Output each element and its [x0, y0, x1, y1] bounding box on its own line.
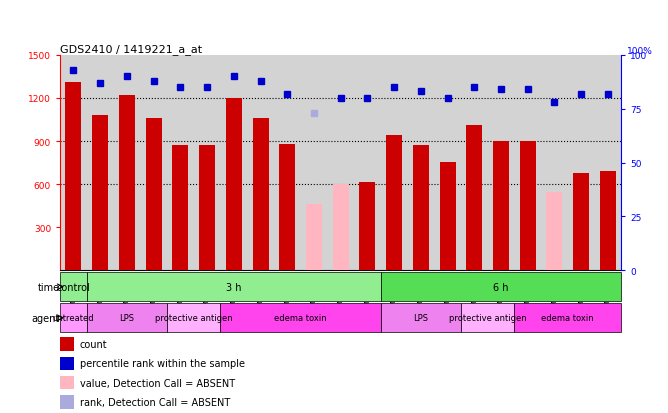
Text: GDS2410 / 1419221_a_at: GDS2410 / 1419221_a_at: [60, 44, 202, 55]
Text: time: time: [38, 282, 60, 292]
Bar: [87, 273, 381, 301]
Bar: [520, 142, 536, 271]
Bar: [461, 304, 514, 332]
Bar: [279, 145, 295, 271]
Bar: [65, 83, 81, 271]
Text: LPS: LPS: [120, 313, 134, 323]
Bar: [381, 273, 621, 301]
Bar: [146, 119, 162, 271]
Bar: [253, 119, 269, 271]
Bar: [359, 183, 375, 271]
Bar: [172, 146, 188, 271]
Bar: [167, 304, 220, 332]
Text: 100%: 100%: [627, 47, 653, 56]
Text: 6 h: 6 h: [493, 282, 509, 292]
Bar: [600, 172, 616, 271]
Text: untreated: untreated: [53, 313, 94, 323]
Bar: [60, 376, 74, 389]
Text: protective antigen: protective antigen: [155, 313, 232, 323]
Text: rank, Detection Call = ABSENT: rank, Detection Call = ABSENT: [79, 397, 230, 407]
Bar: [386, 136, 402, 271]
Text: control: control: [57, 282, 90, 292]
Text: 3 h: 3 h: [226, 282, 242, 292]
Bar: [199, 146, 215, 271]
Bar: [546, 192, 562, 271]
Bar: [60, 357, 74, 370]
Text: agent: agent: [32, 313, 60, 323]
Bar: [381, 304, 461, 332]
Text: protective antigen: protective antigen: [449, 313, 526, 323]
Bar: [440, 162, 456, 271]
Bar: [60, 304, 87, 332]
Text: LPS: LPS: [413, 313, 428, 323]
Text: count: count: [79, 339, 108, 349]
Bar: [333, 185, 349, 271]
Bar: [306, 205, 322, 271]
Bar: [60, 396, 74, 409]
Bar: [119, 96, 135, 271]
Bar: [514, 304, 621, 332]
Bar: [466, 126, 482, 271]
Bar: [92, 116, 108, 271]
Bar: [60, 273, 87, 301]
Text: percentile rank within the sample: percentile rank within the sample: [79, 358, 244, 368]
Bar: [60, 337, 74, 351]
Bar: [493, 142, 509, 271]
Text: value, Detection Call = ABSENT: value, Detection Call = ABSENT: [79, 378, 235, 388]
Text: edema toxin: edema toxin: [275, 313, 327, 323]
Bar: [573, 173, 589, 271]
Bar: [87, 304, 167, 332]
Bar: [220, 304, 381, 332]
Text: edema toxin: edema toxin: [542, 313, 594, 323]
Bar: [226, 99, 242, 271]
Bar: [413, 146, 429, 271]
